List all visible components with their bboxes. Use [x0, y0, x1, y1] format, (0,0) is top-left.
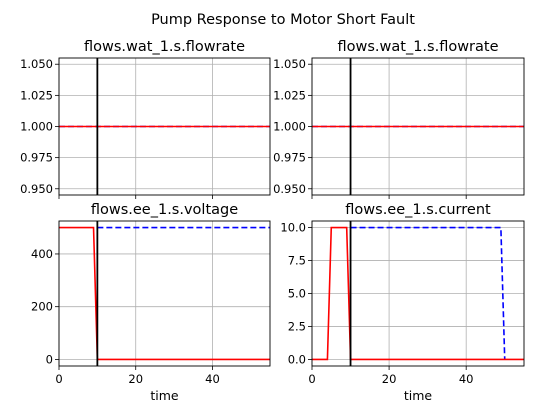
y-tick-label: 0.950: [20, 182, 53, 196]
x-axis-label: time: [404, 388, 433, 403]
subplot-title: flows.wat_1.s.flowrate: [84, 39, 245, 55]
series-line-faulty: [312, 226, 524, 361]
series-line-nominal: [350, 226, 506, 360]
y-tick-label: 0.975: [20, 151, 53, 165]
x-tick-label: 20: [128, 372, 143, 386]
x-tick-label: 40: [459, 372, 474, 386]
subplot-4: 0 20 40 0.0 2.5 5.0 7.5 10.0 flows.ee_1.s.curren…: [280, 202, 525, 403]
x-tick-label: 0: [308, 372, 315, 386]
y-tick-label: 1.000: [20, 120, 53, 134]
y-tick-label: 0: [46, 352, 53, 366]
y-tick-label: 10.0: [280, 221, 306, 235]
x-tick-label: 0: [55, 372, 62, 386]
y-tick-label: 0.0: [288, 352, 306, 366]
series-line-faulty: [59, 226, 270, 361]
x-axis-label: time: [150, 388, 179, 403]
y-tick-label: 1.025: [273, 88, 306, 102]
axes-frame: [58, 220, 271, 367]
y-tick-label: 5.0: [288, 287, 306, 301]
x-tick-label: 20: [382, 372, 397, 386]
subplot-title: flows.ee_1.s.voltage: [91, 202, 238, 218]
figure-suptitle: Pump Response to Motor Short Fault: [151, 12, 415, 28]
subplot-1: 0.950 0.975 1.000 1.025 1.050 flows.wat_1.s.f…: [20, 39, 271, 199]
y-tick-label: 1.025: [20, 88, 53, 102]
y-tick-label: 1.000: [273, 120, 306, 134]
y-tick-label: 7.5: [288, 254, 306, 268]
y-tick-label: 1.050: [20, 57, 53, 71]
y-tick-label: 0.950: [273, 182, 306, 196]
subplot-title: flows.wat_1.s.flowrate: [337, 39, 498, 55]
y-tick-label: 200: [31, 300, 53, 314]
y-tick-label: 0.975: [273, 151, 306, 165]
subplot-title: flows.ee_1.s.current: [345, 202, 491, 218]
subplot-2: 0.950 0.975 1.000 1.025 1.050 flows.wat_1.s.f…: [273, 39, 525, 199]
y-tick-label: 2.5: [288, 319, 306, 333]
y-tick-label: 400: [31, 247, 53, 261]
y-tick-label: 1.050: [273, 57, 306, 71]
x-tick-label: 40: [205, 372, 220, 386]
